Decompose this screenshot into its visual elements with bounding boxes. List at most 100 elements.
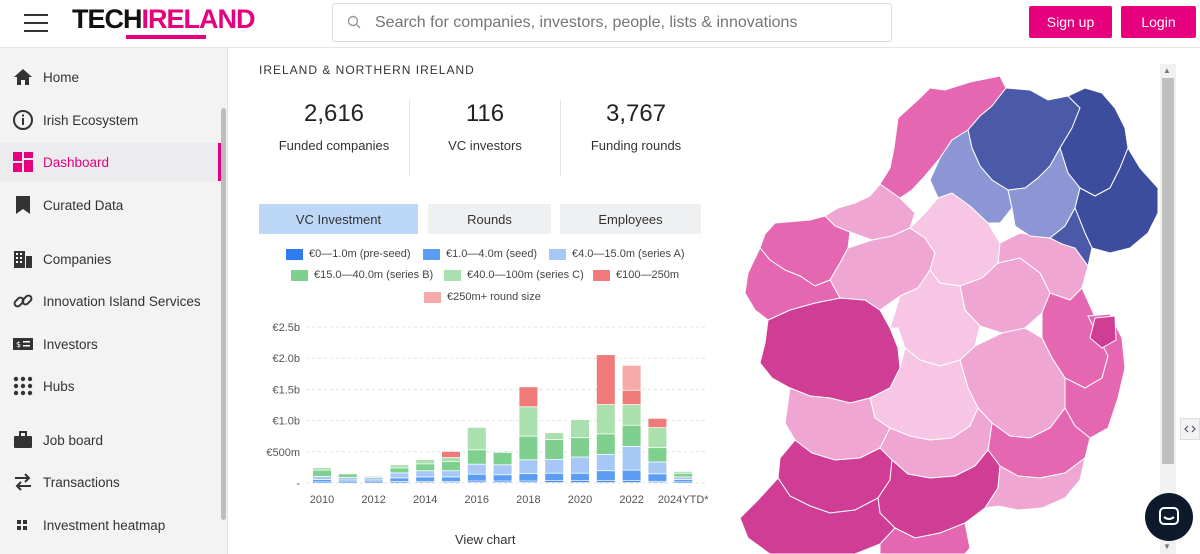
sidebar-item-dashboard[interactable]: Dashboard: [0, 143, 222, 181]
bar-segment[interactable]: [674, 477, 693, 480]
bar-segment[interactable]: [338, 480, 357, 482]
logo[interactable]: TECHIRELAND: [72, 4, 256, 35]
bar-segment[interactable]: [648, 474, 667, 481]
sidebar-item-curated-data[interactable]: Curated Data: [0, 185, 222, 225]
bar-segment[interactable]: [545, 481, 564, 483]
map-county[interactable]: [1089, 315, 1117, 349]
bar-segment[interactable]: [545, 433, 564, 440]
bar-segment[interactable]: [519, 460, 538, 474]
sidebar-item-job-board[interactable]: Job board: [0, 420, 222, 460]
bar-segment[interactable]: [545, 439, 564, 460]
legend-item-100-250m[interactable]: €100—250m: [593, 269, 679, 281]
bar-segment[interactable]: [416, 471, 435, 477]
bar-segment[interactable]: [519, 481, 538, 483]
sidebar-scrollbar[interactable]: [221, 108, 226, 520]
bar-segment[interactable]: [338, 478, 357, 480]
bar-segment[interactable]: [364, 482, 383, 483]
bar-segment[interactable]: [622, 390, 641, 405]
bar-segment[interactable]: [674, 471, 693, 473]
bar-segment[interactable]: [467, 481, 486, 483]
sidebar-item-investment-heatmap[interactable]: Investment heatmap: [0, 505, 222, 545]
bar-segment[interactable]: [622, 405, 641, 425]
bar-segment[interactable]: [442, 477, 460, 481]
bar-segment[interactable]: [648, 428, 667, 448]
bar-segment[interactable]: [622, 365, 641, 390]
signup-button[interactable]: Sign up: [1029, 6, 1112, 38]
legend-item-seed[interactable]: €1.0—4.0m (seed): [423, 248, 537, 260]
bar-segment[interactable]: [416, 481, 435, 483]
legend-item-series-c[interactable]: €40.0—100m (series C): [444, 269, 584, 281]
bar-segment[interactable]: [364, 478, 383, 480]
sidebar-item-hubs[interactable]: Hubs: [0, 366, 222, 406]
bar-segment[interactable]: [519, 473, 538, 481]
map-county[interactable]: [983, 456, 1086, 511]
tab-vc-investment[interactable]: VC Investment: [259, 204, 418, 234]
bar-segment[interactable]: [596, 481, 615, 483]
bar-segment[interactable]: [648, 418, 667, 428]
bar-segment[interactable]: [545, 473, 564, 481]
bar-segment[interactable]: [545, 459, 564, 473]
bar-segment[interactable]: [467, 450, 486, 464]
bar-segment[interactable]: [648, 481, 667, 483]
bar-segment[interactable]: [493, 452, 512, 465]
bar-segment[interactable]: [674, 482, 693, 483]
map-county[interactable]: [879, 522, 971, 554]
bar-segment[interactable]: [519, 436, 538, 460]
bar-segment[interactable]: [596, 454, 615, 471]
side-widget-tab[interactable]: [1180, 418, 1200, 440]
bar-segment[interactable]: [416, 459, 435, 464]
bar-segment[interactable]: [338, 474, 357, 478]
bar-segment[interactable]: [390, 473, 409, 478]
bar-segment[interactable]: [596, 471, 615, 481]
bar-segment[interactable]: [313, 476, 331, 480]
bar-segment[interactable]: [493, 481, 512, 483]
bar-segment[interactable]: [442, 451, 460, 458]
bar-segment[interactable]: [493, 475, 512, 481]
bar-segment[interactable]: [674, 479, 693, 482]
bar-segment[interactable]: [338, 482, 357, 483]
sidebar-item-home[interactable]: Home: [0, 57, 222, 97]
bar-segment[interactable]: [467, 427, 486, 450]
legend-item-preseed[interactable]: €0—1.0m (pre-seed): [286, 248, 411, 260]
scroll-down-icon[interactable]: ▼: [1163, 542, 1171, 551]
bar-segment[interactable]: [467, 474, 486, 481]
bar-segment[interactable]: [313, 468, 331, 470]
bar-segment[interactable]: [390, 478, 409, 482]
bar-segment[interactable]: [648, 448, 667, 462]
bar-segment[interactable]: [442, 458, 460, 461]
bar-segment[interactable]: [571, 473, 589, 481]
bar-segment[interactable]: [364, 480, 383, 482]
login-button[interactable]: Login: [1121, 6, 1196, 38]
bar-segment[interactable]: [442, 461, 460, 471]
bar-segment[interactable]: [622, 481, 641, 483]
bar-segment[interactable]: [622, 425, 641, 447]
bar-segment[interactable]: [390, 468, 409, 473]
tab-rounds[interactable]: Rounds: [428, 204, 551, 234]
bar-segment[interactable]: [313, 479, 331, 482]
bar-segment[interactable]: [364, 476, 383, 478]
bar-segment[interactable]: [416, 464, 435, 471]
bar-segment[interactable]: [519, 387, 538, 407]
tab-employees[interactable]: Employees: [560, 204, 701, 234]
map-county[interactable]: [1049, 206, 1093, 268]
bar-segment[interactable]: [622, 470, 641, 481]
bar-segment[interactable]: [313, 482, 331, 483]
sidebar-item-innovation-island-services[interactable]: Innovation Island Services: [0, 281, 222, 321]
bar-segment[interactable]: [467, 464, 486, 474]
legend-item-250m-plus[interactable]: €250m+ round size: [424, 291, 541, 303]
bar-segment[interactable]: [390, 482, 409, 483]
scrollbar-thumb[interactable]: [1162, 78, 1174, 464]
scroll-up-icon[interactable]: ▲: [1163, 66, 1171, 75]
map-county[interactable]: [744, 247, 841, 321]
bar-segment[interactable]: [390, 465, 409, 468]
bar-segment[interactable]: [648, 462, 667, 474]
sidebar-item-irish-ecosystem[interactable]: Irish Ecosystem: [0, 100, 222, 140]
bar-segment[interactable]: [416, 477, 435, 481]
search-input[interactable]: [375, 12, 875, 34]
bar-segment[interactable]: [622, 446, 641, 470]
menu-icon[interactable]: [24, 14, 48, 34]
bar-segment[interactable]: [596, 405, 615, 434]
bar-segment[interactable]: [442, 471, 460, 477]
bar-segment[interactable]: [571, 457, 589, 473]
legend-item-series-a[interactable]: €4.0—15.0m (series A): [549, 248, 685, 260]
